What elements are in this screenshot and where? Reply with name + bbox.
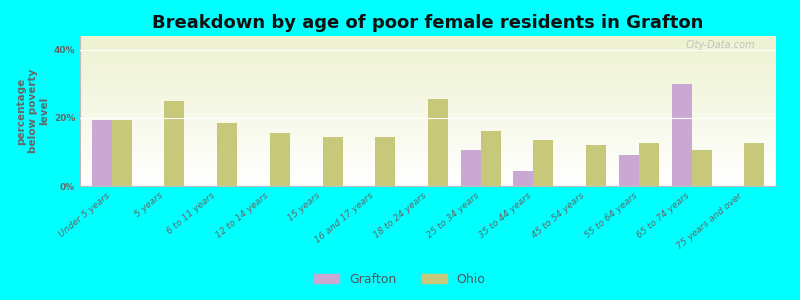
Bar bbox=[619, 155, 639, 186]
Bar bbox=[112, 119, 132, 186]
Bar bbox=[744, 143, 765, 186]
Bar bbox=[164, 101, 184, 186]
Bar bbox=[692, 150, 712, 186]
Bar bbox=[270, 133, 290, 186]
Bar bbox=[92, 119, 112, 186]
Text: City-Data.com: City-Data.com bbox=[686, 40, 755, 50]
Bar bbox=[217, 123, 237, 186]
Bar bbox=[672, 84, 692, 186]
Bar bbox=[428, 99, 448, 186]
Bar bbox=[514, 171, 534, 186]
Bar bbox=[639, 143, 659, 186]
Title: Breakdown by age of poor female residents in Grafton: Breakdown by age of poor female resident… bbox=[152, 14, 704, 32]
Bar bbox=[375, 136, 395, 186]
Bar bbox=[461, 150, 481, 186]
Bar bbox=[322, 136, 342, 186]
Bar bbox=[534, 140, 554, 186]
Bar bbox=[586, 145, 606, 186]
Bar bbox=[481, 131, 501, 186]
Y-axis label: percentage
below poverty
level: percentage below poverty level bbox=[16, 69, 50, 153]
Legend: Grafton, Ohio: Grafton, Ohio bbox=[310, 268, 490, 291]
